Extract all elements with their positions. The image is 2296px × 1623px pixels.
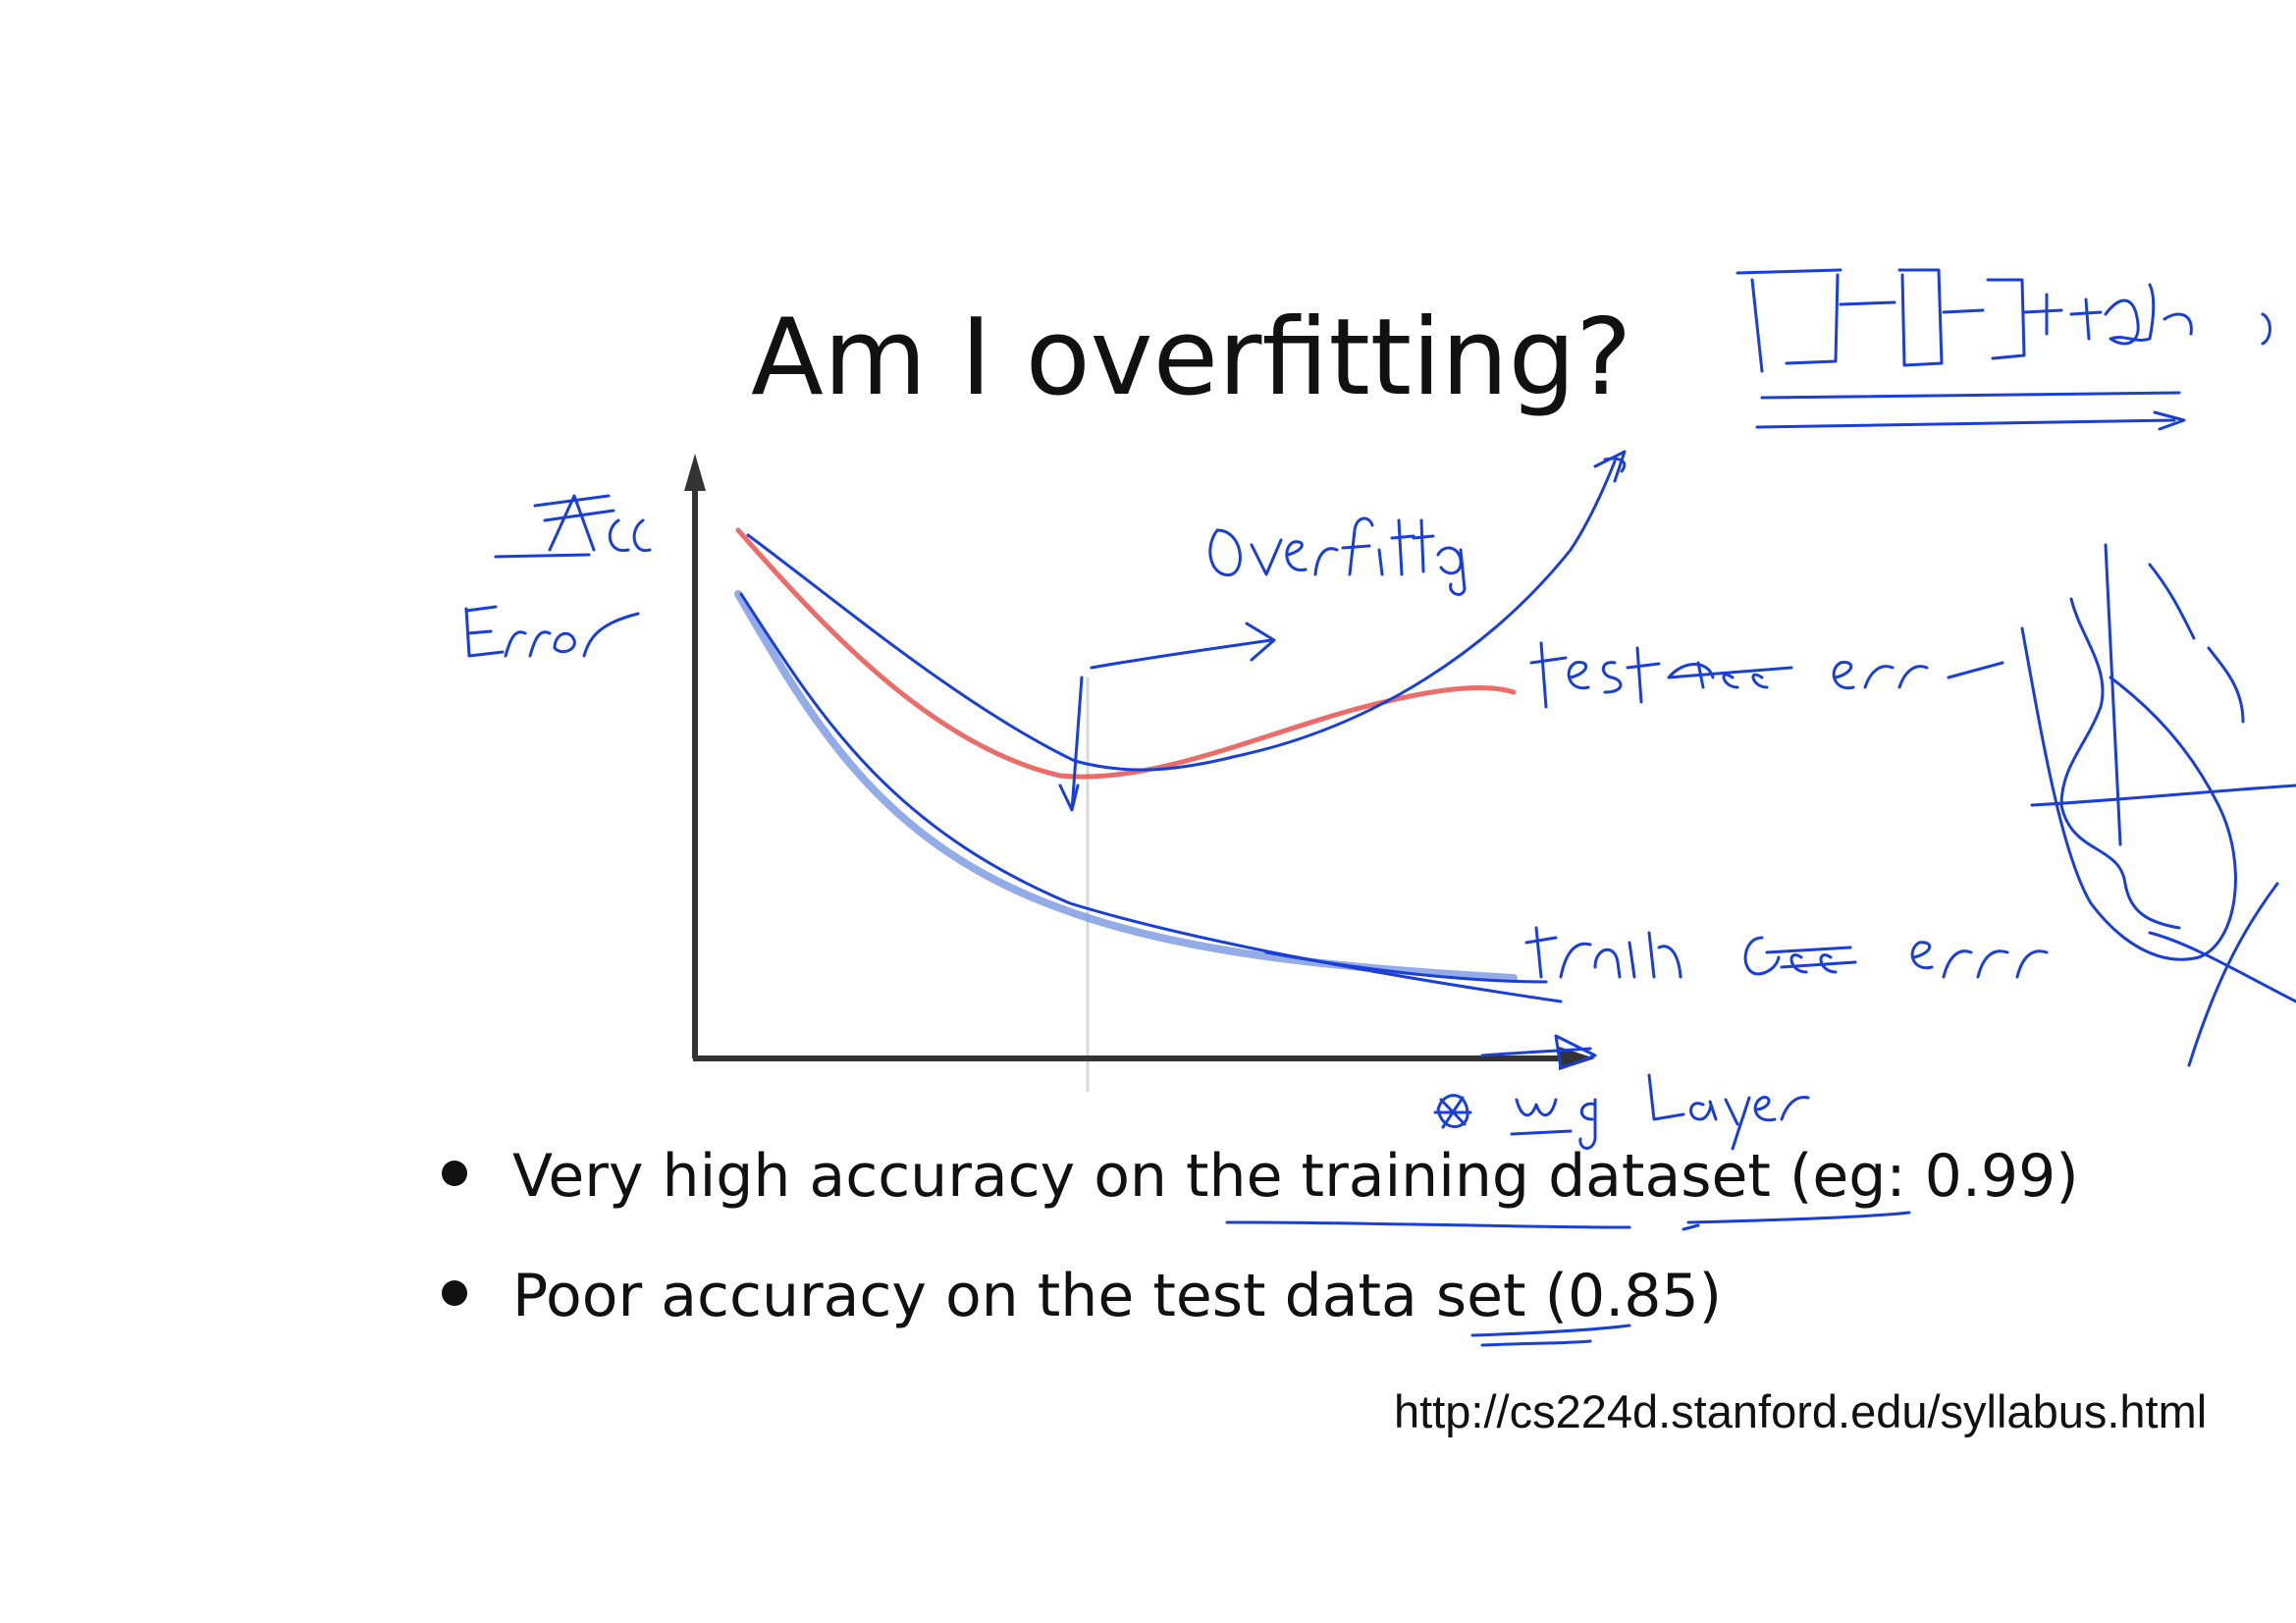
bullet-text: Very high accuracy on the training datas… — [512, 1142, 2079, 1211]
handwritten-overfitting — [1208, 516, 1467, 596]
handwritten-train-acc-err — [1524, 926, 2049, 979]
x-axis-arrow — [1559, 1047, 1595, 1070]
handwritten-test-acc-err — [1529, 641, 2004, 709]
test-curve-arrowhead — [1593, 450, 1627, 483]
source-url: http://cs224d.stanford.edu/syllabus.html — [1394, 1385, 2208, 1437]
bullet-dot — [442, 1280, 467, 1307]
handwritten-error — [464, 605, 640, 658]
slide-title: Am I overfitting? — [751, 297, 1632, 419]
underline-training-dataset — [1225, 1220, 1631, 1229]
overfitting-pointer — [1058, 676, 1084, 812]
handwritten-network-sketch — [1735, 268, 2271, 431]
overfitting-arrow — [1090, 622, 1276, 670]
handwritten-squiggle-sketch — [2020, 543, 2296, 1067]
traced-train-curve — [739, 592, 1563, 1003]
traced-x-arrow — [1480, 1034, 1597, 1070]
bullet-training-accuracy: Very high accuracy on the training datas… — [442, 1137, 2079, 1216]
bullet-test-accuracy: Poor accuracy on the test data set (0.85… — [442, 1257, 1722, 1335]
traced-train-curve-2 — [1264, 950, 1548, 984]
bullet-text: Poor accuracy on the test data set (0.85… — [512, 1262, 1723, 1330]
traced-test-curve — [746, 460, 1617, 772]
bullet-dot — [442, 1161, 467, 1187]
y-axis-arrow — [684, 454, 706, 491]
handwritten-acc — [494, 494, 652, 559]
test-error-curve — [735, 527, 1517, 780]
train-error-curve — [734, 590, 1518, 982]
